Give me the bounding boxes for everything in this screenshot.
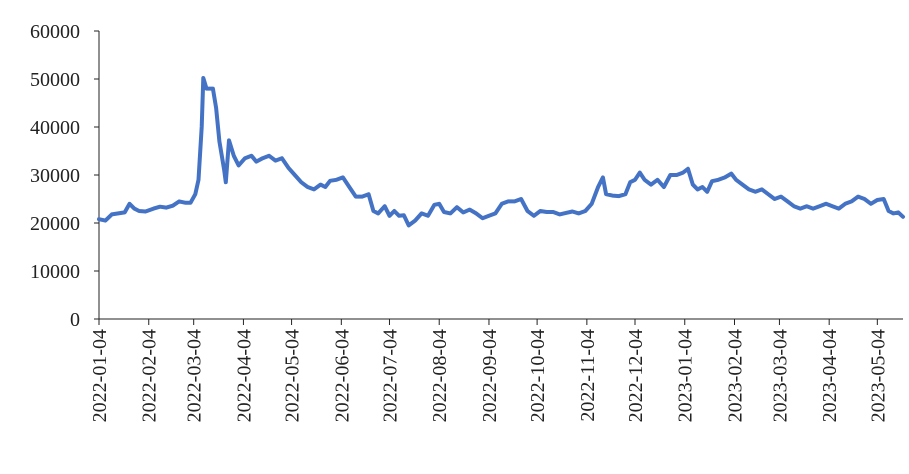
x-tick-label: 2022-12-04 xyxy=(625,329,647,422)
x-tick-label: 2022-02-04 xyxy=(139,329,161,422)
x-tick-label: 2023-05-04 xyxy=(867,329,889,422)
x-tick-label: 2023-04-04 xyxy=(819,329,841,422)
y-tick-label: 50000 xyxy=(30,69,80,91)
x-tick-label: 2022-05-04 xyxy=(282,329,304,422)
y-tick-label: 30000 xyxy=(30,165,80,187)
y-tick-label: 10000 xyxy=(30,261,80,283)
x-tick-label: 2023-02-04 xyxy=(724,329,746,422)
x-tick-label: 2022-03-04 xyxy=(184,329,206,422)
x-tick-label: 2022-11-04 xyxy=(577,329,599,422)
x-axis: 2022-01-04 2022-02-04 2022-03-04 2022-04-04… xyxy=(89,318,903,422)
series-line-0 xyxy=(97,76,905,228)
x-tick-label: 2023-03-04 xyxy=(769,329,791,422)
x-tick-label: 2022-08-04 xyxy=(429,329,451,422)
y-tick-label: 60000 xyxy=(30,21,80,43)
x-tick-label: 2023-01-04 xyxy=(675,329,697,422)
x-tick-label: 2022-04-04 xyxy=(233,329,255,422)
y-tick-label: 0 xyxy=(70,309,80,331)
series-layer xyxy=(97,76,905,228)
y-tick-label: 20000 xyxy=(30,213,80,235)
y-axis: 0 10000 20000 30000 40000 50000 60000 xyxy=(30,21,100,331)
x-tick-label: 2022-07-04 xyxy=(379,329,401,422)
y-tick-label: 40000 xyxy=(30,117,80,139)
x-tick-label: 2022-01-04 xyxy=(89,329,111,422)
x-tick-label: 2022-10-04 xyxy=(527,329,549,422)
x-tick-label: 2022-06-04 xyxy=(331,329,353,422)
x-tick-label: 2022-09-04 xyxy=(479,329,501,422)
